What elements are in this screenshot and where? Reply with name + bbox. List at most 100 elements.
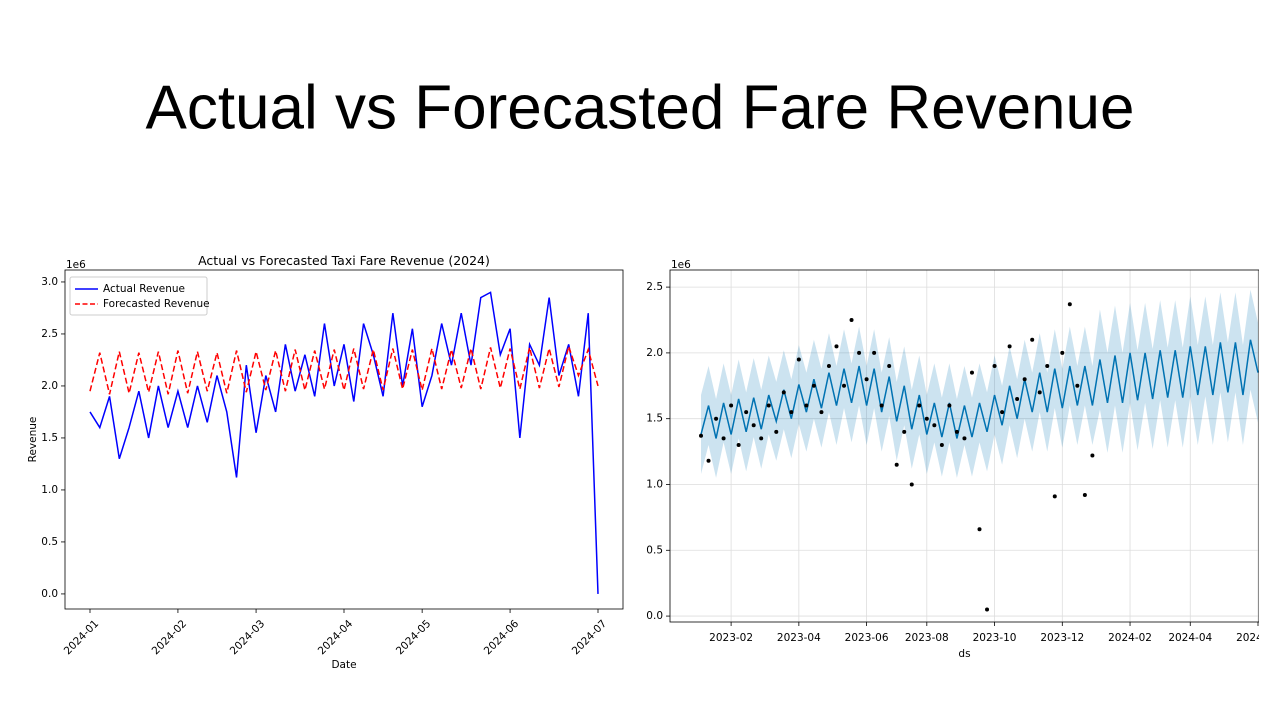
x-tick-label: 2024-07 <box>570 618 610 658</box>
observed-point <box>917 403 922 408</box>
observed-point <box>902 429 907 434</box>
x-tick-label: 2024-02 <box>150 618 190 658</box>
observed-point <box>864 377 869 382</box>
observed-point <box>1030 337 1035 342</box>
legend-label: Actual Revenue <box>103 283 185 295</box>
y-axis-label: Revenue <box>27 417 39 463</box>
observed-point <box>759 436 764 441</box>
x-tick-label: 2023-12 <box>1040 632 1084 644</box>
observed-point <box>1075 383 1080 388</box>
observed-point <box>1007 344 1012 349</box>
observed-point <box>1037 390 1042 395</box>
observed-point <box>744 410 749 415</box>
y-tick-label: 2.5 <box>41 328 58 340</box>
observed-point <box>1090 453 1095 458</box>
observed-point <box>857 350 862 355</box>
observed-point <box>879 403 884 408</box>
observed-point <box>729 403 734 408</box>
observed-point <box>872 350 877 355</box>
observed-point <box>1015 396 1020 401</box>
observed-point <box>781 390 786 395</box>
x-tick-label: 2024-02 <box>1108 632 1152 644</box>
observed-point <box>789 410 794 415</box>
legend-box <box>69 276 208 316</box>
observed-point <box>1022 377 1027 382</box>
y-tick-label: 1.5 <box>646 413 663 425</box>
x-tick-label: 2024-05 <box>394 618 434 658</box>
legend: Actual Revenue Forecasted Revenue <box>69 276 210 316</box>
chart: 0.0 0.5 1.0 1.5 2.0 2.5 2023-02 2023-04 2023-06 2… <box>646 259 1280 660</box>
y-tick-label: 0.5 <box>41 536 58 548</box>
axes-frame <box>64 269 624 610</box>
y-tick-label: 3.0 <box>41 276 58 288</box>
y-offset-label: 1e6 <box>66 259 86 271</box>
observed-point <box>714 416 719 421</box>
observed-point <box>796 357 801 362</box>
x-tick-label: 2024-06 <box>482 618 522 658</box>
x-tick-label: 2023-02 <box>709 632 753 644</box>
y-tick-label: 0.5 <box>646 544 663 556</box>
observed-point <box>932 423 937 428</box>
observed-point <box>1000 410 1005 415</box>
x-tick-label: 2023-04 <box>777 632 821 644</box>
observed-point <box>826 364 831 369</box>
x-tick-label: 2023-06 <box>845 632 889 644</box>
x-axis-label: Date <box>331 659 356 671</box>
chart: 0.0 0.5 1.0 1.5 2.0 2.5 3.0 2024-01 2024-02 2024-… <box>27 253 624 671</box>
observed-point <box>962 436 967 441</box>
y-tick-label: 0.0 <box>41 588 58 600</box>
observed-point <box>849 318 854 323</box>
y-tick-label: 2.5 <box>646 281 663 293</box>
y-tick-label: 1.5 <box>41 432 58 444</box>
axes-frame <box>669 269 1259 623</box>
observed-point <box>766 403 771 408</box>
observed-point <box>977 527 982 532</box>
observed-point <box>751 423 756 428</box>
observed-point <box>1060 350 1065 355</box>
x-tick-label: 2024-04 <box>316 618 356 658</box>
observed-point <box>894 462 899 467</box>
chart-title: Actual vs Forecasted Taxi Fare Revenue (… <box>198 253 490 268</box>
observed-point <box>706 458 711 463</box>
observed-point <box>947 403 952 408</box>
observed-point <box>1045 364 1050 369</box>
x-tick-label: 2024-04 <box>1168 632 1212 644</box>
observed-point <box>811 383 816 388</box>
observed-point <box>924 416 929 421</box>
observed-point <box>909 482 914 487</box>
observed-point <box>842 383 847 388</box>
y-tick-label: 2.0 <box>646 347 663 359</box>
observed-point <box>1082 493 1087 498</box>
series-line <box>89 291 599 594</box>
x-tick-label: 2024-03 <box>228 618 268 658</box>
observed-point <box>1052 494 1057 499</box>
x-tick-label: 2023-08 <box>905 632 949 644</box>
observed-point <box>819 410 824 415</box>
observed-point <box>1067 302 1072 307</box>
series-line <box>89 343 599 395</box>
y-tick-label: 1.0 <box>646 478 663 490</box>
uncertainty-band <box>701 289 1258 478</box>
y-tick-label: 0.0 <box>646 610 663 622</box>
observed-point <box>804 403 809 408</box>
observed-point <box>939 443 944 448</box>
observed-point <box>887 364 892 369</box>
legend-label: Forecasted Revenue <box>103 298 210 310</box>
observed-point <box>834 344 839 349</box>
observed-point <box>774 429 779 434</box>
observed-point <box>985 607 990 612</box>
x-tick-label: 2023-10 <box>973 632 1017 644</box>
observed-point <box>736 443 741 448</box>
forecast-line <box>700 339 1259 439</box>
x-tick-label: 2024-06 <box>1236 632 1280 644</box>
observed-point <box>721 436 726 441</box>
x-tick-label: 2024-01 <box>62 618 102 658</box>
observed-point <box>969 370 974 375</box>
observed-point <box>699 433 703 438</box>
y-offset-label: 1e6 <box>671 259 691 271</box>
observed-point <box>992 364 997 369</box>
observed-point <box>954 429 959 434</box>
y-tick-label: 2.0 <box>41 380 58 392</box>
slide-title: Actual vs Forecasted Fare Revenue <box>145 73 1134 142</box>
